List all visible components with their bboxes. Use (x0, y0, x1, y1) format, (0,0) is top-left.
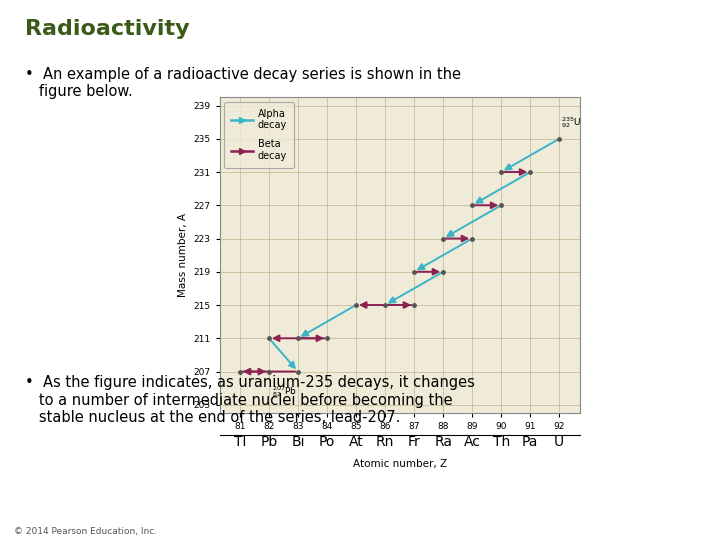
Text: $^{207}_{82}$Pb: $^{207}_{82}$Pb (272, 384, 297, 399)
Text: •  As the figure indicates, as uranium-235 decays, it changes: • As the figure indicates, as uranium-23… (25, 375, 475, 390)
Legend: Alpha
decay, Beta
decay: Alpha decay, Beta decay (225, 102, 294, 167)
Text: •  An example of a radioactive decay series is shown in the: • An example of a radioactive decay seri… (25, 68, 462, 83)
X-axis label: Atomic number, Z: Atomic number, Z (353, 459, 446, 469)
Text: to a number of intermediate nuclei before becoming the: to a number of intermediate nuclei befor… (25, 393, 453, 408)
Text: Radioactivity: Radioactivity (25, 19, 190, 39)
Text: stable nucleus at the end of the series, lead-207.: stable nucleus at the end of the series,… (25, 410, 400, 425)
Y-axis label: Mass number, A: Mass number, A (178, 213, 188, 297)
Text: $^{235}_{92}$U: $^{235}_{92}$U (561, 116, 581, 131)
Text: © 2014 Pearson Education, Inc.: © 2014 Pearson Education, Inc. (14, 526, 158, 536)
Text: figure below.: figure below. (25, 84, 133, 99)
